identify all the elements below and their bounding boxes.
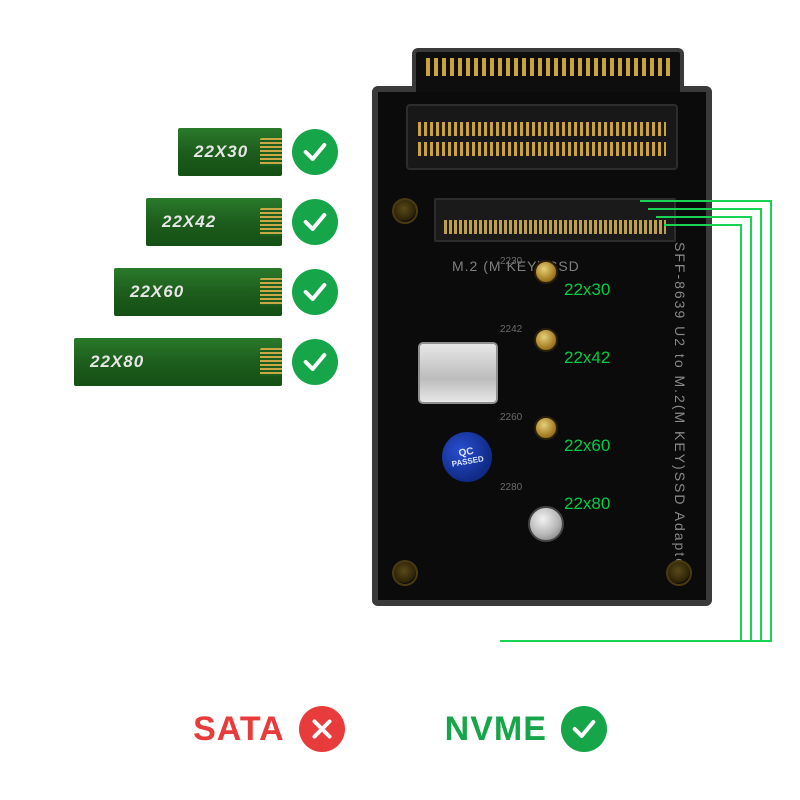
check-icon xyxy=(292,129,338,175)
standoff-tiny-label: 2260 xyxy=(500,412,522,423)
infographic-stage: 22X30 22X42 22X60 22X80 M xyxy=(0,0,800,800)
m2-stick-2260: 22X60 xyxy=(114,268,282,316)
standoff-2260 xyxy=(534,416,558,440)
compat-nvme: NVME xyxy=(445,706,607,752)
u2-connector xyxy=(412,48,684,92)
m2-stick-2230: 22X30 xyxy=(178,128,282,176)
standoff-label: 22x42 xyxy=(564,348,610,368)
check-icon xyxy=(292,339,338,385)
m2-stick-label: 22X80 xyxy=(90,352,144,372)
m2-slot xyxy=(434,198,676,242)
mounting-hole xyxy=(392,560,418,586)
standoff-label: 22x60 xyxy=(564,436,610,456)
standoff-2242 xyxy=(534,328,558,352)
cross-icon xyxy=(299,706,345,752)
standoff-label: 22x30 xyxy=(564,280,610,300)
pcb-side-text: SFF-8639 U2 to M.2(M KEY)SSD Adapter xyxy=(672,242,688,575)
compat-sata-label: SATA xyxy=(193,710,285,749)
m2-stick-2280: 22X80 xyxy=(74,338,282,386)
standoff-2230 xyxy=(534,260,558,284)
compat-nvme-label: NVME xyxy=(445,710,547,749)
standoff-2280-screw xyxy=(528,506,564,542)
check-icon xyxy=(292,199,338,245)
qc-passed-sticker: QC PASSED xyxy=(438,428,496,486)
adapter-pcb: M.2 (M KEY) SSD SFF-8639 U2 to M.2(M KEY… xyxy=(372,86,712,606)
compatibility-row: SATA NVME xyxy=(0,706,800,752)
mounting-hole xyxy=(392,198,418,224)
m2-stick-label: 22X42 xyxy=(162,212,216,232)
standoff-tiny-label: 2280 xyxy=(500,482,522,493)
standoff-tiny-label: 2230 xyxy=(500,256,522,267)
check-icon xyxy=(561,706,607,752)
m2-stick-2242: 22X42 xyxy=(146,198,282,246)
compat-sata: SATA xyxy=(193,706,345,752)
check-icon xyxy=(292,269,338,315)
m2-stick-label: 22X60 xyxy=(130,282,184,302)
qc-text-2: PASSED xyxy=(451,455,484,469)
standoff-tiny-label: 2242 xyxy=(500,324,522,335)
inner-connector xyxy=(406,104,678,170)
mounting-hole xyxy=(666,560,692,586)
m2-stick-label: 22X30 xyxy=(194,142,248,162)
metal-clip xyxy=(418,342,498,404)
standoff-label: 22x80 xyxy=(564,494,610,514)
